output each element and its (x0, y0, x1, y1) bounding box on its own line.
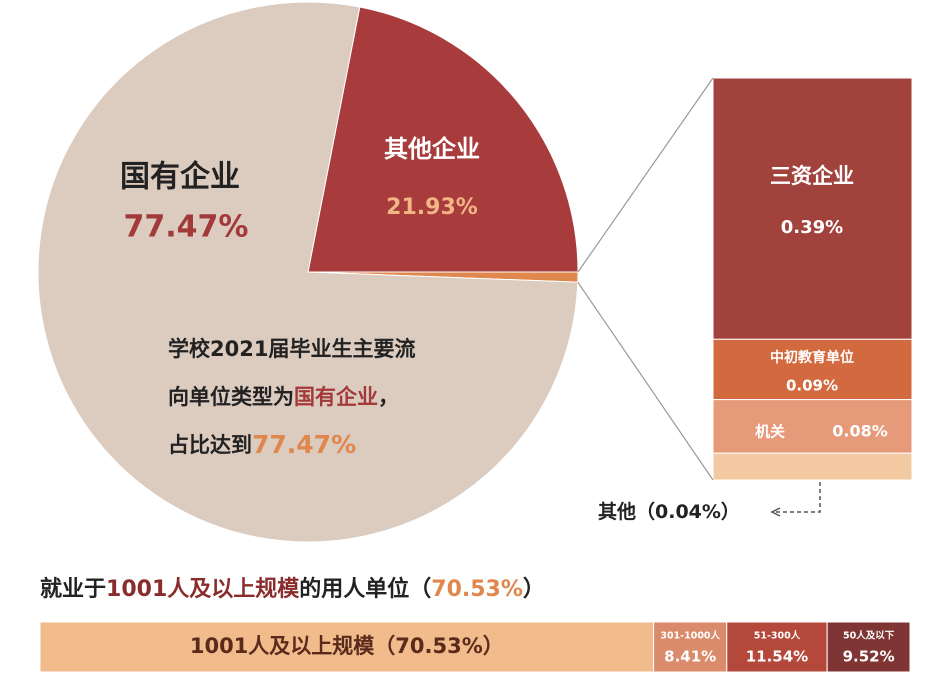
breakdown-value-label: 0.09% (786, 377, 838, 395)
bar-title-part: 就业于 (40, 576, 106, 602)
labels: 国有企业 77.47% 其他企业 21.93% 三资企业 0.39% 中初教育单… (40, 135, 888, 602)
stacked-bar: 1001人及以上规模（70.53%） 301-1000人 8.41% 51-300人 1… (39, 621, 911, 673)
pie-value-label: 77.47% (124, 210, 249, 245)
bar-category-label: 301-1000人 (660, 630, 720, 642)
pie-chart (37, 1, 913, 543)
annotation-text: 学校2021届毕业生主要流 (168, 337, 415, 361)
annotation-text: ， (378, 385, 399, 409)
bar-segment (726, 621, 828, 673)
pie-value-label: 21.93% (386, 195, 478, 220)
breakdown-bar (712, 77, 913, 340)
bar-category-label: 50人及以下 (843, 630, 895, 642)
breakdown-bar (712, 452, 913, 481)
breakdown-bar (712, 399, 913, 454)
annotation-text: 占比达到 (168, 433, 252, 457)
pie-label: 国有企业 (120, 160, 240, 195)
bar-category-label: 51-300人 (754, 630, 801, 642)
bar-segment (653, 621, 728, 673)
annotation: 学校2021届毕业生主要流向单位类型为国有企业， 占比达到77.47% (168, 337, 415, 459)
bar-label: 1001人及以上规模（70.53%） (190, 634, 504, 658)
bar-segment (826, 621, 911, 673)
bar-title: 就业于1001人及以上规模的用人单位（70.53%） (40, 576, 545, 602)
breakdown-label: 机关 (755, 423, 785, 441)
bar-value-label: 8.41% (664, 648, 716, 666)
breakdown-value-label: （0.04%） (636, 500, 740, 523)
bar-value-label: 11.54% (746, 648, 808, 666)
breakdown-label: 中初教育单位 (770, 349, 854, 366)
breakdown-value-label: 0.08% (832, 422, 888, 441)
pie-label: 其他企业 (384, 135, 480, 163)
bar-title-part: 70.53% (431, 577, 523, 602)
pie-slice (307, 6, 579, 273)
bar-title-part: ） (523, 577, 545, 602)
connector-line (577, 77, 714, 273)
connector-line (577, 281, 714, 481)
annotation-text: 向单位类型为 (168, 385, 294, 409)
callout-arrowhead (770, 507, 781, 517)
breakdown-value-label: 0.39% (781, 217, 843, 238)
annotation-text: 77.47% (252, 430, 356, 459)
bar-segment (39, 621, 655, 673)
bar-value-label: （70.53%） (374, 634, 503, 658)
breakdown-callout: 其他（0.04%） (598, 500, 740, 523)
bar-title-part: 1001人及以上规模 (106, 577, 300, 602)
bar-title-part: 的用人单位（ (299, 576, 431, 602)
breakdown-label: 其他 (598, 500, 636, 523)
annotation-text: 国有企业 (294, 385, 378, 409)
callout-arrow (775, 482, 821, 513)
pie-slice (37, 1, 579, 543)
bar-value-label: 9.52% (843, 648, 895, 666)
breakdown-label: 三资企业 (770, 164, 854, 188)
bar-category-label: 1001人及以上规模 (190, 634, 375, 658)
